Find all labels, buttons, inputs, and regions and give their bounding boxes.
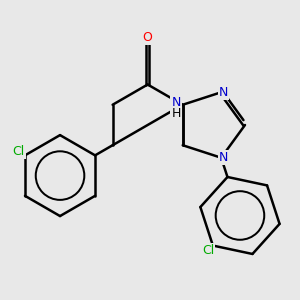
Text: N: N <box>218 151 228 164</box>
Text: N: N <box>218 86 228 99</box>
Text: Cl: Cl <box>202 244 214 257</box>
Text: Cl: Cl <box>13 145 25 158</box>
Text: N: N <box>171 96 181 109</box>
Text: H: H <box>171 107 181 120</box>
Text: O: O <box>143 32 153 44</box>
